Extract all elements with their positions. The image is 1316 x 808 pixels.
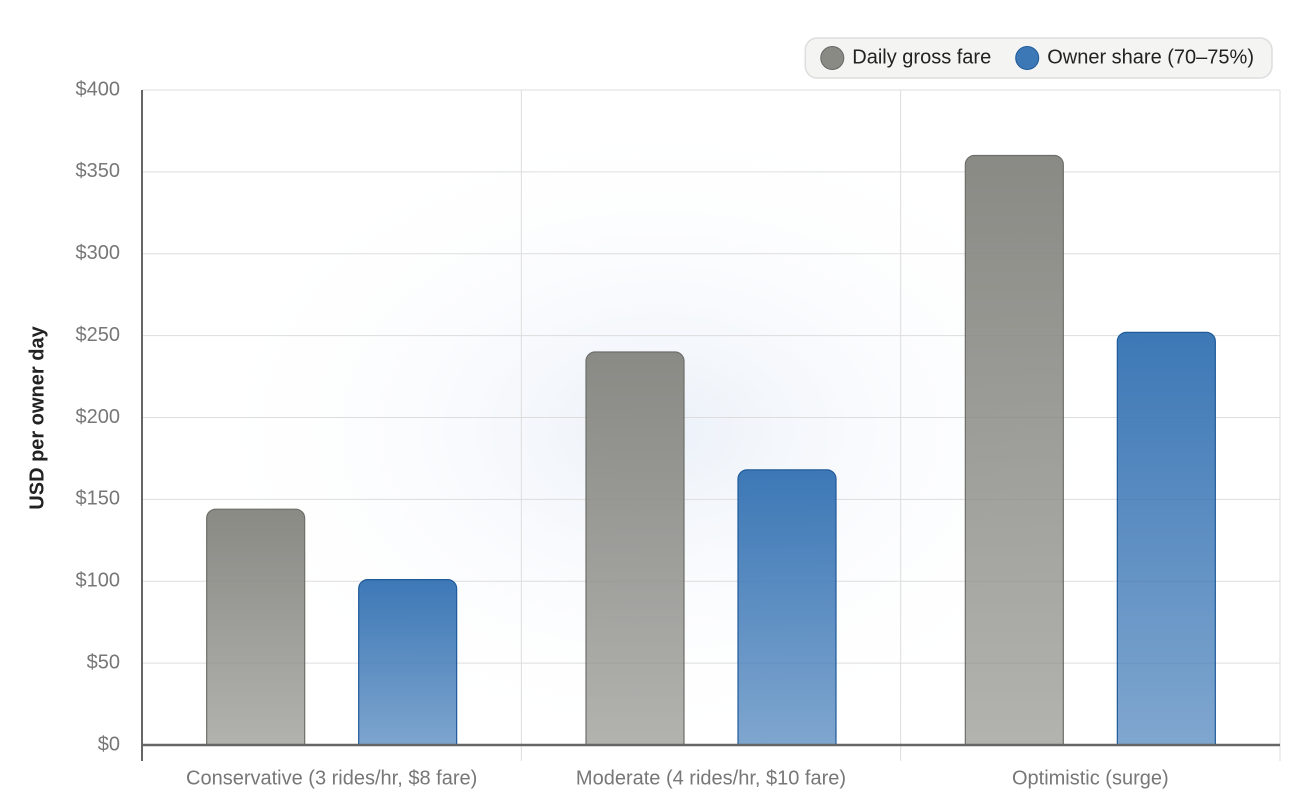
bar — [737, 469, 837, 745]
bar — [1116, 331, 1216, 745]
legend-label: Daily gross fare — [852, 46, 991, 68]
y-tick-label: $300 — [76, 242, 121, 264]
x-tick-label: Moderate (4 rides/hr, $10 fare) — [576, 767, 846, 789]
y-tick-label: $150 — [76, 488, 121, 510]
x-tick-label: Optimistic (surge) — [1012, 767, 1169, 789]
y-tick-label: $250 — [76, 324, 121, 346]
y-tick-label: $100 — [76, 570, 121, 592]
y-tick-label: $0 — [98, 733, 120, 755]
legend-swatch — [820, 46, 845, 70]
y-tick-label: $50 — [87, 651, 120, 673]
bar — [358, 579, 458, 745]
bar — [585, 351, 685, 745]
y-tick-label: $400 — [76, 78, 121, 100]
legend: Daily gross fare Owner share (70–75%) — [804, 37, 1273, 79]
legend-label: Owner share (70–75%) — [1047, 46, 1254, 68]
bar — [964, 154, 1064, 745]
y-axis-label: USD per owner day — [26, 325, 48, 509]
x-tick-label: Conservative (3 rides/hr, $8 fare) — [186, 767, 477, 789]
bar — [206, 508, 306, 745]
y-tick-label: $350 — [76, 160, 121, 182]
legend-swatch — [1015, 46, 1040, 70]
y-tick-label: $200 — [76, 406, 121, 428]
